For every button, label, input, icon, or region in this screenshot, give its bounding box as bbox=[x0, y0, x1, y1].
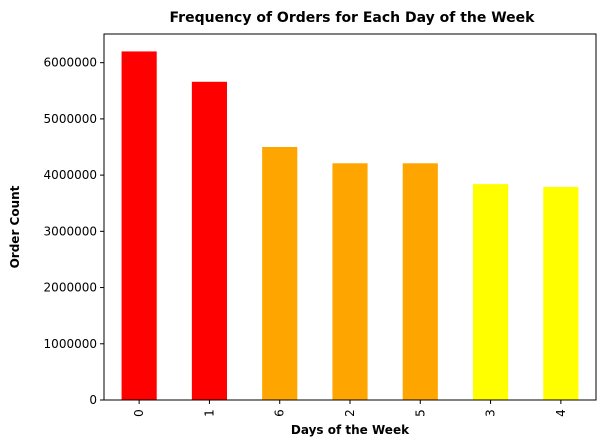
y-axis-ticks: 0 1000000 2000000 3000000 4000000 5000000 6000… bbox=[44, 56, 104, 407]
x-tick-label: 3 bbox=[484, 409, 498, 417]
x-axis-ticks: 0 1 6 2 5 3 4 bbox=[132, 400, 568, 417]
x-tick-label: 1 bbox=[202, 409, 216, 417]
x-tick-label: 5 bbox=[413, 409, 427, 417]
x-tick-label: 2 bbox=[343, 409, 357, 417]
y-tick-label: 0 bbox=[89, 393, 97, 407]
bar-day-5 bbox=[402, 163, 438, 400]
bar-day-0 bbox=[121, 51, 157, 401]
x-tick-label: 6 bbox=[273, 409, 287, 417]
y-axis-label: Order Count bbox=[8, 185, 22, 268]
plot-frame bbox=[103, 33, 597, 401]
bar-day-6 bbox=[262, 147, 298, 400]
x-axis-label: Days of the Week bbox=[291, 423, 410, 437]
y-tick-label: 6000000 bbox=[44, 56, 97, 70]
x-tick-label: 0 bbox=[132, 409, 146, 417]
y-tick-label: 5000000 bbox=[44, 112, 97, 126]
bar-day-2 bbox=[332, 163, 368, 400]
x-tick-label: 4 bbox=[554, 409, 568, 417]
y-tick-label: 3000000 bbox=[44, 224, 97, 238]
y-tick-label: 2000000 bbox=[44, 281, 97, 295]
bar-day-1 bbox=[191, 81, 227, 400]
bar-day-3 bbox=[473, 184, 509, 400]
bars-layer bbox=[121, 51, 579, 401]
y-tick-label: 1000000 bbox=[44, 337, 97, 351]
bar-day-4 bbox=[543, 186, 579, 400]
y-tick-label: 4000000 bbox=[44, 168, 97, 182]
chart-title: Frequency of Orders for Each Day of the … bbox=[170, 10, 536, 26]
